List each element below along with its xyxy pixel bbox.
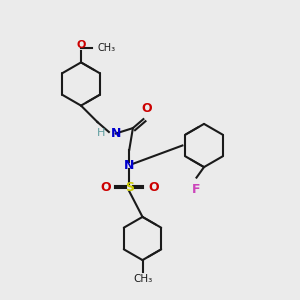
Text: O: O: [148, 181, 158, 194]
Text: N: N: [124, 159, 134, 172]
Text: N: N: [110, 127, 121, 140]
Text: F: F: [192, 183, 201, 196]
Text: S: S: [125, 181, 134, 194]
Text: H: H: [97, 128, 105, 139]
Text: CH₃: CH₃: [133, 274, 152, 284]
Text: CH₃: CH₃: [98, 43, 116, 53]
Text: O: O: [141, 103, 152, 116]
Text: O: O: [100, 181, 111, 194]
Text: O: O: [76, 40, 86, 50]
